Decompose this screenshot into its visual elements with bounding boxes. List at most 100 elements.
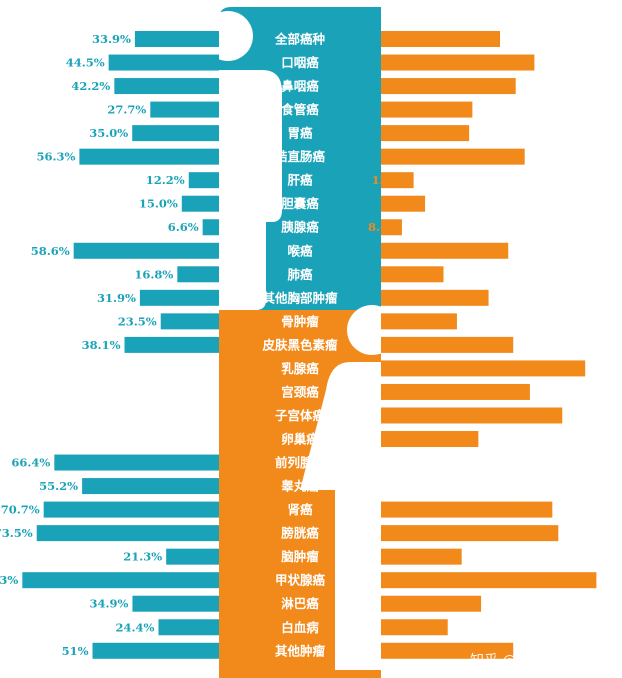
female-bar-22	[381, 548, 462, 565]
female-value-label-9: 51.1%	[466, 244, 505, 258]
category-label-7: 胆囊癌	[281, 196, 319, 211]
category-label-4: 胃癌	[287, 126, 313, 141]
female-bar-6	[381, 172, 414, 189]
female-bar-16	[381, 407, 563, 424]
category-label-12: 骨肿瘤	[281, 314, 319, 329]
category-label-10: 肺癌	[287, 267, 313, 282]
category-label-1: 口咽癌	[281, 55, 319, 70]
category-label-17: 卵巢癌	[281, 432, 319, 447]
category-label-26: 其他肿瘤	[275, 643, 326, 658]
category-label-0: 全部癌种	[274, 32, 325, 47]
female-bar-8	[381, 219, 402, 236]
female-value-label-8: 8.4%	[368, 220, 399, 234]
female-body-shape	[300, 362, 381, 670]
female-value-label-5: 57.7%	[483, 150, 522, 164]
male-value-label-13: 38.1%	[82, 338, 121, 352]
category-label-13: 皮肤黑色素瘤	[261, 337, 338, 352]
watermark-text: 知乎 @寻药宝典	[470, 652, 572, 669]
male-bar-12	[160, 313, 219, 330]
male-value-label-1: 44.5%	[66, 56, 105, 70]
category-label-20: 肾癌	[287, 502, 313, 517]
male-bar-1	[108, 54, 219, 71]
category-label-22: 脑肿瘤	[280, 549, 319, 564]
female-bar-3	[381, 101, 473, 118]
female-bar-11	[381, 289, 489, 306]
male-value-label-22: 21.3%	[123, 550, 162, 564]
male-bar-5	[79, 148, 219, 165]
female-bar-23	[381, 572, 597, 589]
category-label-18: 前列腺癌	[275, 455, 326, 470]
male-bar-25	[158, 619, 219, 636]
male-bar-22	[166, 548, 219, 565]
category-label-3: 食管癌	[280, 102, 319, 117]
category-label-15: 宫颈癌	[281, 384, 319, 399]
male-bar-7	[181, 195, 219, 212]
male-body-shape	[219, 70, 282, 310]
male-value-label-5: 56.3%	[36, 150, 75, 164]
female-value-label-10: 25.1%	[402, 267, 441, 281]
male-value-label-24: 34.9%	[90, 597, 129, 611]
male-value-label-20: 70.7%	[1, 503, 40, 517]
male-bar-10	[177, 266, 219, 283]
labels-layer: 33.9% 47.8% 全部癌种 44.5% 61.6% 口咽癌 42.2% 54.1% 鼻咽癌…	[0, 32, 593, 659]
male-bar-6	[188, 172, 219, 189]
male-bar-0	[134, 31, 219, 47]
gender-silhouettes	[203, 11, 397, 670]
male-bar-20	[43, 501, 219, 518]
male-value-label-4: 35.0%	[89, 126, 128, 140]
female-value-label-22: 32.4%	[420, 550, 459, 564]
category-label-5: 结直肠癌	[275, 149, 326, 164]
female-bar-12	[381, 313, 457, 330]
female-bar-15	[381, 383, 530, 400]
female-bar-2	[381, 78, 516, 95]
category-label-14: 乳腺癌	[281, 361, 319, 376]
category-label-25: 白血病	[281, 620, 319, 635]
female-bar-17	[381, 431, 479, 448]
male-bar-8	[202, 219, 219, 236]
male-bar-11	[139, 289, 219, 306]
male-bar-2	[114, 78, 219, 95]
male-bar-18	[54, 454, 219, 471]
category-label-16: 子宫体癌	[275, 408, 326, 423]
category-label-21: 膀胱癌	[280, 526, 319, 541]
male-value-label-19: 55.2%	[39, 479, 78, 493]
female-value-label-20: 68.8%	[510, 503, 549, 517]
male-value-label-3: 27.7%	[107, 103, 146, 117]
female-bar-25	[381, 619, 448, 636]
female-value-label-1: 61.6%	[492, 56, 531, 70]
female-bar-9	[381, 242, 509, 259]
bars-layer	[22, 31, 597, 659]
female-bar-20	[381, 501, 553, 518]
male-bar-21	[36, 525, 219, 542]
female-value-label-11: 43.2%	[447, 291, 486, 305]
category-label-9: 喉癌	[287, 243, 313, 258]
category-label-6: 肝癌	[287, 173, 313, 188]
male-head-shape	[203, 11, 253, 61]
male-bar-3	[150, 101, 219, 118]
female-value-label-25: 26.8%	[406, 620, 445, 634]
female-value-label-16: 72.8%	[520, 408, 559, 422]
category-label-19: 睾丸癌	[281, 479, 319, 494]
female-bar-5	[381, 148, 525, 165]
female-value-label-12: 30.5%	[415, 314, 454, 328]
female-value-label-13: 53.1%	[471, 338, 510, 352]
female-bar-24	[381, 595, 482, 612]
female-value-label-14: 82.0%	[543, 361, 582, 375]
male-value-label-0: 33.9%	[92, 32, 131, 46]
category-label-24: 淋巴癌	[281, 596, 319, 611]
male-value-label-10: 16.8%	[134, 267, 173, 281]
female-value-label-24: 40.2%	[439, 597, 478, 611]
female-bar-26	[381, 642, 514, 659]
category-label-2: 鼻咽癌	[281, 79, 319, 94]
female-value-label-4: 35.4%	[427, 126, 466, 140]
male-value-label-12: 23.5%	[118, 314, 157, 328]
female-bar-0	[381, 31, 501, 47]
female-value-label-2: 54.1%	[474, 79, 513, 93]
female-value-label-26: 53.1%	[471, 644, 510, 658]
male-value-label-25: 24.4%	[116, 620, 155, 634]
female-value-label-15: 59.8%	[488, 385, 527, 399]
male-bar-9	[73, 242, 219, 259]
female-bar-7	[381, 195, 426, 212]
male-bar-13	[124, 336, 219, 353]
